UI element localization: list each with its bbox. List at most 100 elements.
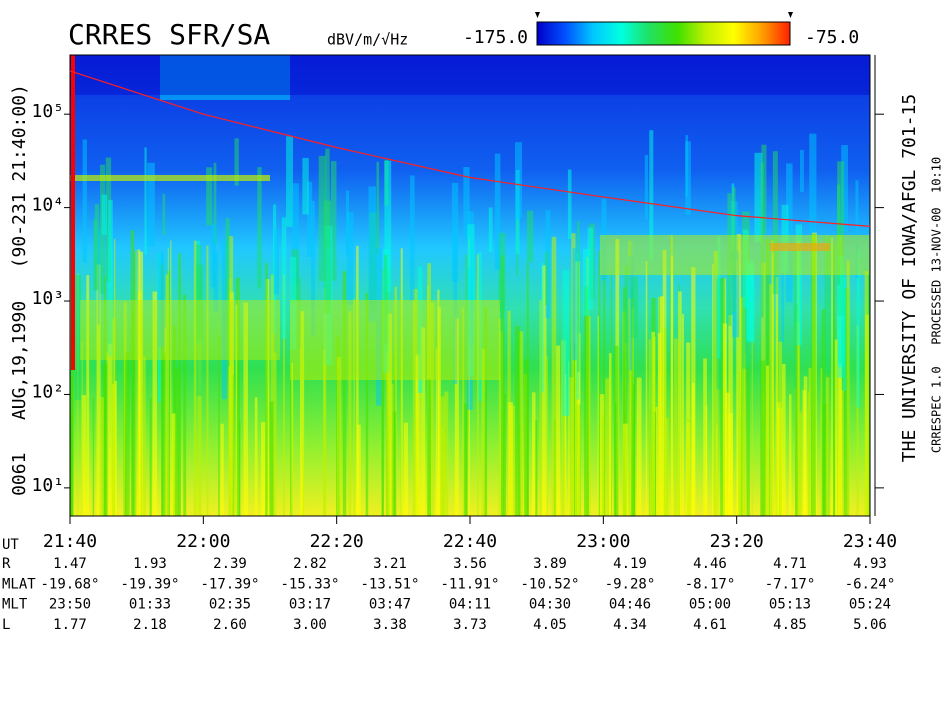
spectrogram-streak [125, 352, 130, 516]
spectrogram-streak [393, 355, 395, 516]
spectrogram-streak [330, 161, 337, 281]
spectrogram-band [70, 55, 870, 95]
spectrogram-streak [481, 348, 485, 516]
spectrogram-streak [257, 167, 262, 289]
spectrogram-streak [243, 302, 248, 516]
spectrogram-streak [70, 376, 73, 516]
spectrogram-streak [213, 252, 219, 312]
ephemeris-value: 04:30 [529, 597, 571, 613]
x-tick-label: 23:00 [576, 531, 630, 552]
spectrogram-streak [101, 194, 108, 235]
spectrogram-streak [412, 288, 418, 516]
spectrogram-streak [824, 236, 831, 375]
spectrogram-streak [519, 331, 524, 516]
spectrogram-streak [81, 395, 87, 516]
spectrogram-band [600, 235, 870, 275]
spectrogram-streak [96, 264, 101, 516]
spectrogram-streak [825, 377, 830, 516]
spectrogram-streak [535, 420, 538, 516]
spectrogram-streak [799, 411, 803, 516]
spectrogram-streak [568, 361, 570, 516]
spectrogram-streak [541, 262, 544, 393]
right-label: THE UNIVERSITY OF IOWA/AFGL 701-15 [899, 94, 920, 462]
spectrogram-streak [855, 180, 859, 278]
spectrogram-streak [841, 145, 848, 232]
spectrogram-streak [864, 271, 869, 516]
spectrogram-streak [630, 286, 634, 516]
spectrogram-streak [636, 377, 642, 516]
spectrogram-streak [228, 278, 232, 516]
spectrogram-streak [532, 392, 536, 516]
spectrogram-streak [795, 304, 798, 516]
ephemeris-value: 03:47 [369, 597, 411, 613]
spectrogram-streak [463, 403, 468, 516]
spectrogram-streak [225, 217, 230, 367]
spectrogram-streak [508, 402, 513, 516]
spectrogram-streak [725, 392, 730, 516]
ephemeris-value: -8.17° [685, 576, 736, 592]
spectrogram-streak [678, 291, 682, 516]
spectrogram-streak [500, 263, 504, 332]
ephemeris-value: -19.39° [120, 576, 179, 592]
spectrogram-streak [571, 233, 576, 516]
spectrogram-streak [254, 397, 258, 516]
spectrogram-streak [261, 422, 266, 516]
spectrogram-streak [569, 377, 574, 516]
spectrogram-streak [691, 267, 696, 516]
ephemeris-value: 5.06 [853, 617, 887, 633]
ephemeris-value: -11.91° [440, 576, 499, 592]
spectrogram-streak [193, 240, 197, 516]
colorbar-pointer [535, 12, 793, 18]
ephemeris-value: 01:33 [129, 597, 171, 613]
spectrogram-streak [130, 230, 135, 516]
spectrogram-streak [623, 423, 628, 516]
y-tick-label: 10³ [31, 288, 64, 309]
frequency-line [69, 70, 871, 227]
spectrogram-streak [587, 316, 591, 516]
spectrogram-streak [158, 252, 165, 347]
x-tick-label: 22:20 [310, 531, 364, 552]
spectrogram-band [70, 175, 270, 181]
ephemeris-value: 04:46 [609, 597, 651, 613]
spectrogram-streak [286, 136, 293, 227]
spectrogram-streak [799, 150, 804, 193]
spectrogram-streak [211, 223, 216, 288]
spectrogram-streak [171, 413, 176, 516]
spectrogram-streak [546, 355, 548, 516]
spectrogram-streak [441, 426, 445, 516]
spectrogram-streak [856, 251, 860, 408]
ephemeris-value: 3.38 [373, 617, 407, 633]
ephemeris-value: 05:00 [689, 597, 731, 613]
ephemeris-value: -6.24° [845, 576, 896, 592]
spectrogram-streak [430, 302, 435, 516]
spectrogram-streak [746, 260, 754, 341]
spectrogram-streak [561, 340, 566, 516]
ephemeris-value: 1.93 [133, 556, 167, 572]
spectrogram-streak [524, 359, 529, 516]
spectrogram-streak [400, 248, 403, 516]
spectrogram-streak [551, 236, 557, 516]
spectrogram-streak [662, 249, 667, 516]
spectrogram-streak [657, 332, 662, 516]
spectrogram-streak [820, 368, 823, 516]
spectrogram-streak [221, 240, 227, 400]
spectrogram-streak [394, 286, 397, 516]
x-tick-label: 23:20 [710, 531, 764, 552]
spectrogram-streak [391, 383, 394, 516]
spectrogram-streak [545, 251, 549, 306]
spectrogram-streak [476, 254, 479, 516]
spectrogram-streak [649, 130, 654, 261]
ephemeris-value: 4.46 [693, 556, 727, 572]
spectrogram-streak [808, 367, 813, 516]
spectrogram-streak [778, 341, 781, 516]
ephemeris-value: 3.00 [293, 617, 327, 633]
ephemeris-value: 02:35 [209, 597, 251, 613]
spectrogram-streak [365, 293, 369, 516]
spectrogram-streak [686, 342, 691, 516]
right-sublabel: CRRESPEC 1.0 PROCESSED 13-NOV-00 10:10 [930, 157, 944, 453]
spectrogram-streak [114, 380, 117, 516]
spectrogram-streak [234, 138, 239, 186]
spectrogram-streak [384, 160, 392, 293]
spectrogram-streak [197, 298, 202, 516]
y-tick-label: 10² [31, 381, 64, 402]
